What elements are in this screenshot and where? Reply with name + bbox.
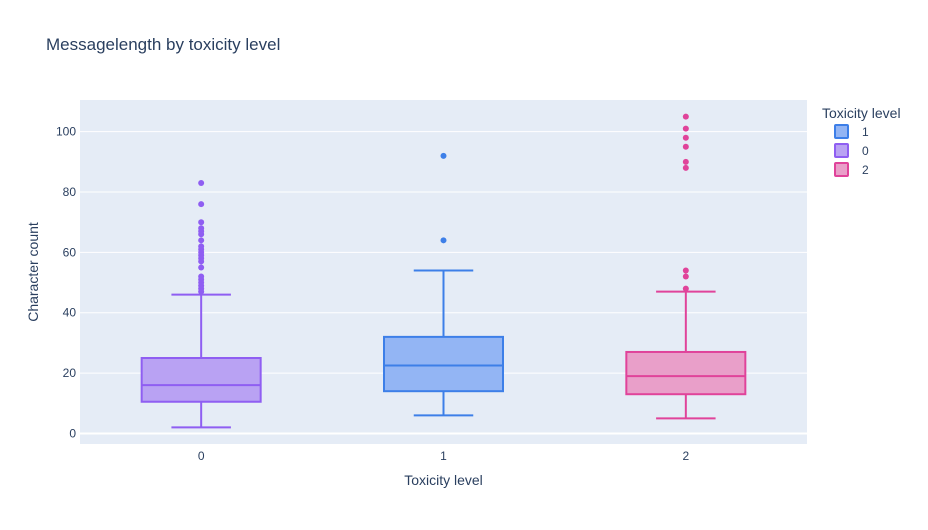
legend-title: Toxicity level bbox=[822, 105, 901, 121]
box-series-2[interactable] bbox=[625, 113, 747, 420]
outlier-point bbox=[682, 158, 689, 165]
axes: 0 20 40 60 80 100 0 1 2 bbox=[56, 125, 690, 463]
iqr-box bbox=[383, 335, 504, 393]
legend-item-2[interactable]: 2 bbox=[834, 162, 869, 177]
outlier-point bbox=[198, 264, 205, 271]
legend-item-0[interactable]: 0 bbox=[834, 143, 869, 158]
outlier-point bbox=[682, 125, 689, 132]
legend-swatch bbox=[834, 143, 849, 158]
outlier-point bbox=[198, 273, 205, 280]
legend-label: 1 bbox=[862, 125, 869, 139]
boxes bbox=[140, 113, 747, 429]
x-tick-label: 1 bbox=[440, 449, 447, 463]
outlier-point bbox=[440, 237, 447, 244]
legend-item-1[interactable]: 1 bbox=[834, 124, 869, 139]
chart-title: Messagelength by toxicity level bbox=[46, 35, 280, 54]
outlier-point bbox=[682, 273, 689, 280]
outlier-point bbox=[198, 225, 205, 232]
outlier-point bbox=[682, 285, 689, 292]
legend-swatch bbox=[834, 124, 849, 139]
outlier-point bbox=[198, 237, 205, 244]
y-tick-label: 40 bbox=[63, 306, 77, 320]
legend-label: 0 bbox=[862, 144, 869, 158]
outlier-point bbox=[682, 164, 689, 171]
outlier-point bbox=[682, 267, 689, 274]
y-tick-label: 0 bbox=[69, 426, 76, 440]
y-tick-label: 20 bbox=[63, 366, 77, 380]
outlier-point bbox=[198, 243, 205, 250]
box-series-0[interactable] bbox=[140, 179, 262, 429]
legend-swatch bbox=[834, 162, 849, 177]
iqr-box bbox=[625, 350, 747, 396]
box-series-1[interactable] bbox=[383, 152, 504, 417]
y-tick-label: 80 bbox=[63, 185, 77, 199]
outlier-point bbox=[198, 219, 205, 226]
x-tick-label: 2 bbox=[682, 449, 689, 463]
x-axis-title: Toxicity level bbox=[404, 472, 483, 488]
legend[interactable]: Toxicity level 1 0 2 bbox=[822, 105, 901, 177]
outlier-point bbox=[440, 152, 447, 159]
outlier-point bbox=[682, 134, 689, 141]
y-tick-label: 60 bbox=[63, 245, 77, 259]
outlier-point bbox=[682, 113, 689, 120]
outlier-point bbox=[682, 143, 689, 150]
y-tick-label: 100 bbox=[56, 125, 76, 139]
x-tick-label: 0 bbox=[198, 449, 205, 463]
iqr-box bbox=[140, 357, 262, 403]
legend-label: 2 bbox=[862, 163, 869, 177]
y-axis-title: Character count bbox=[25, 222, 41, 322]
outlier-point bbox=[198, 201, 205, 208]
outlier-point bbox=[198, 179, 205, 186]
